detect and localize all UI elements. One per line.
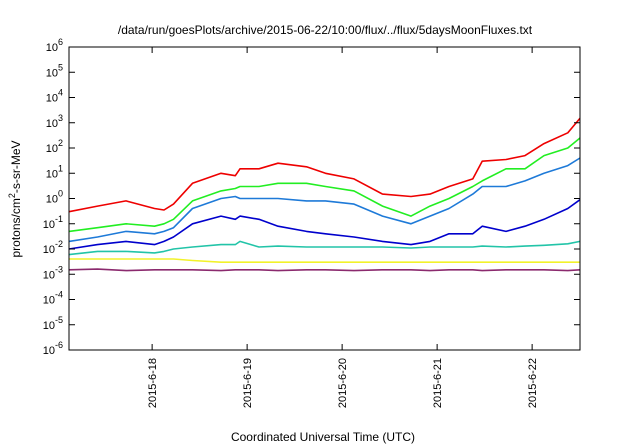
x-tick-label: 2015-6-21 [432,358,444,408]
y-tick-label: 10-4 [43,290,63,307]
series-line-1 [68,117,581,213]
series-line-7 [68,268,581,272]
y-tick-label: 106 [46,37,63,54]
y-tick-label: 10-5 [43,315,63,332]
plot-frame [68,46,581,351]
plot-lines [68,117,581,272]
y-tick-label: 10-3 [43,264,63,281]
y-axis-label: protons/cm2-s-sr-MeV [7,140,23,257]
chart-title: /data/run/goesPlots/archive/2015-06-22/1… [118,23,533,37]
series-line-5 [68,240,581,256]
y-tick-label: 104 [46,88,63,105]
x-tick-label: 2015-6-20 [337,358,349,408]
x-tick-label: 2015-6-18 [147,358,159,408]
series-line-3 [68,157,581,243]
x-tick-label: 2015-6-19 [242,358,254,408]
y-tick-label: 10-1 [43,214,63,231]
y-tick-label: 105 [46,62,63,79]
y-tick-label: 100 [46,189,63,206]
series-line-4 [68,199,581,250]
y-tick-label: 102 [46,138,63,155]
x-axis-label: Coordinated Universal Time (UTC) [231,430,415,444]
y-axis-ticks: 106 105 104 103 102 101 100 10-1 10-2 10-3 10-4 10-… [43,37,580,357]
x-axis-ticks: 2015-6-18 2015-6-19 2015-6-20 2015-6-21 2015… [147,47,539,408]
x-tick-label: 2015-6-22 [527,358,539,408]
y-tick-label: 10-2 [43,239,63,256]
y-tick-label: 101 [46,163,63,180]
series-line-6 [69,258,580,264]
y-tick-label: 10-6 [43,340,63,357]
series-line-2 [68,137,581,233]
y-tick-label: 103 [46,113,63,130]
